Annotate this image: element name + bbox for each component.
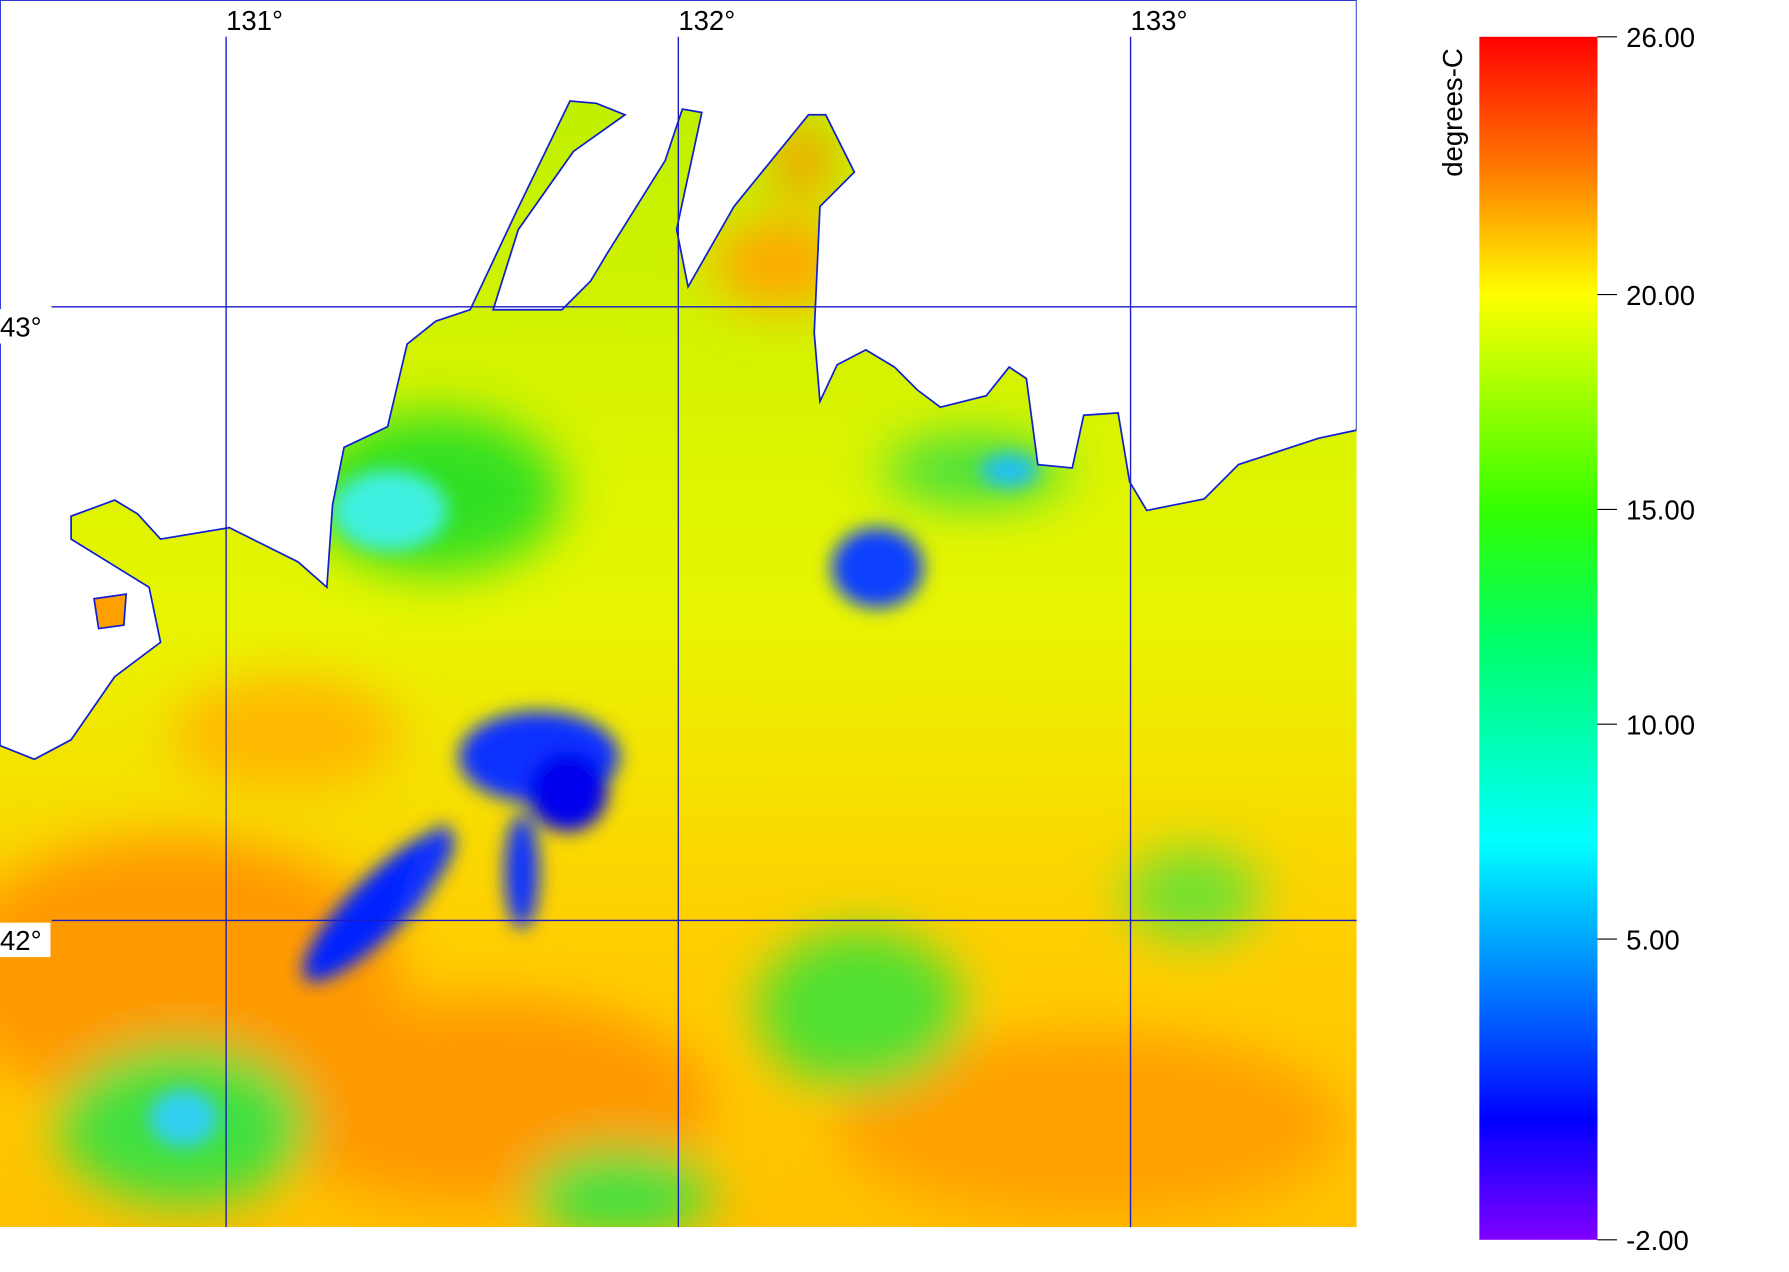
colorbar-tick-label: 20.00 [1626, 280, 1695, 311]
land [0, 0, 1357, 761]
longitude-label: 132° [678, 5, 735, 36]
island [93, 593, 128, 630]
colorbar [1479, 36, 1598, 1240]
longitude-label: 131° [226, 5, 283, 36]
colorbar-tick-label: 15.00 [1626, 495, 1695, 526]
latitude-label: 42° [0, 925, 42, 956]
graticule: 131° 132° 133° 43° 42° [0, 5, 1357, 1228]
colorbar-tick-label: 5.00 [1626, 924, 1680, 955]
longitude-label: 133° [1131, 5, 1188, 36]
latitude-label: 43° [0, 312, 42, 343]
colorbar-tick-label: 10.00 [1626, 710, 1695, 741]
colorbar-tick-label: 26.00 [1626, 22, 1695, 53]
colorbar-tick-label: -2.00 [1626, 1225, 1689, 1256]
label-bg [0, 922, 51, 958]
colorbar-title: degrees-C [1437, 48, 1468, 176]
label-bg [0, 309, 51, 344]
